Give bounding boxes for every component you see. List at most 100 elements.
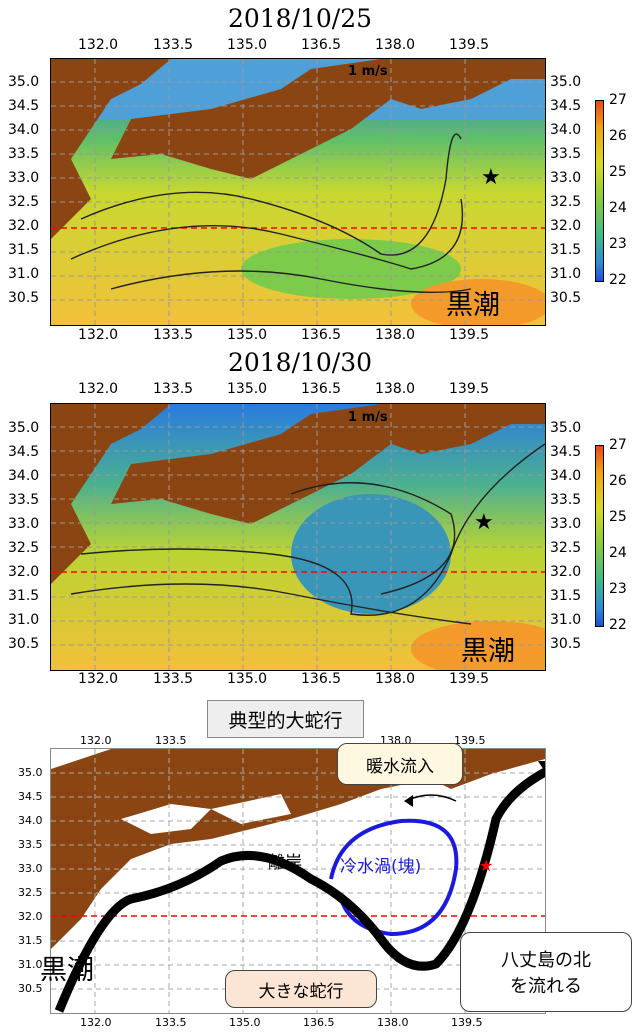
lat-tick: 32.5	[550, 540, 582, 556]
lon-tick: 136.5	[301, 37, 342, 53]
lat-tick: 33.0	[8, 170, 40, 186]
lon-tick: 132.0	[78, 671, 119, 687]
lat-tick: 33.5	[8, 492, 40, 508]
lon-tick: 138.0	[375, 327, 416, 343]
hachijo-callout: 八丈島の北 を流れる	[460, 932, 632, 1012]
lat-tick: 33.5	[550, 492, 582, 508]
cb-tick: 24	[609, 545, 627, 561]
lat-tick: 33.0	[550, 516, 582, 532]
lat-tick: 32.5	[550, 194, 582, 210]
lon-tick: 138.0	[375, 37, 416, 53]
lat-tick: 31.5	[550, 242, 582, 258]
warm-inflow-callout: 暖水流入	[337, 743, 463, 785]
lat-tick: 32.0	[550, 564, 582, 580]
schematic-title: 典型的大蛇行	[207, 700, 364, 738]
lat-tick: 34.0	[8, 468, 40, 484]
lat-tick: 31.5	[550, 588, 582, 604]
lat-tick: 34.5	[550, 444, 582, 460]
lat-tick: 31.0	[550, 266, 582, 282]
lat-tick: 34.0	[550, 468, 582, 484]
panel1-map: ★ 黒潮	[50, 58, 546, 326]
lat-tick: 32.0	[8, 218, 40, 234]
cb-tick: 25	[609, 164, 627, 180]
panel1-scale: 1 m/s	[348, 64, 388, 79]
lat-tick: 33.0	[550, 170, 582, 186]
lon-tick: 139.5	[454, 734, 486, 747]
lon-tick: 132.0	[80, 1016, 112, 1029]
lat-tick: 33.0	[8, 516, 40, 532]
panel2-scale: 1 m/s	[348, 410, 388, 425]
lon-tick: 132.0	[78, 37, 119, 53]
lon-tick: 139.5	[449, 381, 490, 397]
lat-tick: 33.5	[550, 146, 582, 162]
lon-tick: 132.0	[78, 327, 119, 343]
lat-tick: 35.0	[8, 74, 40, 90]
lat-tick: 33.0	[18, 862, 43, 875]
lon-tick: 135.0	[227, 381, 268, 397]
cold-eddy-label: 冷水渦(塊)	[340, 857, 422, 877]
svg-text:★: ★	[481, 165, 501, 190]
lon-tick: 139.5	[449, 37, 490, 53]
large-meander-callout: 大きな蛇行	[225, 970, 377, 1008]
lon-tick: 136.5	[301, 327, 342, 343]
lat-tick: 32.5	[8, 540, 40, 556]
lat-tick: 32.0	[550, 218, 582, 234]
lon-tick: 138.0	[375, 381, 416, 397]
cb-tick: 27	[609, 437, 627, 453]
lat-tick: 34.0	[8, 122, 40, 138]
lon-tick: 133.5	[153, 671, 194, 687]
cb-tick: 23	[609, 236, 627, 252]
cb-tick: 25	[609, 509, 627, 525]
lat-tick: 32.0	[18, 910, 43, 923]
panel1-date: 2018/10/25	[227, 4, 373, 33]
lon-tick: 135.0	[227, 37, 268, 53]
lon-tick: 133.5	[155, 734, 187, 747]
cb-tick: 27	[609, 92, 627, 108]
svg-text:★: ★	[479, 856, 493, 875]
offshore-label: 離岸	[268, 853, 302, 873]
lat-tick: 34.5	[550, 98, 582, 114]
lon-tick: 135.0	[229, 1016, 261, 1029]
panel2-map: ★ 黒潮	[50, 403, 546, 671]
lon-tick: 133.5	[153, 381, 194, 397]
lat-tick: 35.0	[8, 420, 40, 436]
lon-tick: 135.0	[227, 671, 268, 687]
cb-tick: 22	[609, 272, 627, 288]
lat-tick: 30.5	[18, 982, 43, 995]
lat-tick: 31.0	[8, 612, 40, 628]
lon-tick: 136.5	[303, 1016, 335, 1029]
panel2-kuroshio-label: 黒潮	[461, 636, 515, 667]
cb-tick: 24	[609, 200, 627, 216]
lat-tick: 32.5	[18, 886, 43, 899]
cb-tick: 26	[609, 473, 627, 489]
lat-tick: 30.5	[8, 290, 40, 306]
lat-tick: 30.5	[8, 636, 40, 652]
lat-tick: 31.0	[8, 266, 40, 282]
lat-tick: 31.5	[8, 588, 40, 604]
lat-tick: 34.5	[8, 444, 40, 460]
lat-tick: 31.0	[18, 958, 43, 971]
schematic-map: ★	[50, 748, 546, 1014]
panel1-kuroshio-label: 黒潮	[446, 290, 500, 321]
lat-tick: 33.5	[18, 838, 43, 851]
lat-tick: 33.5	[8, 146, 40, 162]
panel2-colorbar	[595, 445, 604, 627]
lon-tick: 132.0	[78, 381, 119, 397]
lon-tick: 139.5	[451, 1016, 483, 1029]
lat-tick: 34.0	[550, 122, 582, 138]
lon-tick: 139.5	[449, 327, 490, 343]
lat-tick: 32.5	[8, 194, 40, 210]
lon-tick: 138.0	[377, 1016, 409, 1029]
lat-tick: 35.0	[18, 766, 43, 779]
cb-tick: 22	[609, 617, 627, 633]
lon-tick: 133.5	[153, 327, 194, 343]
svg-text:★: ★	[474, 510, 494, 535]
panel2-date: 2018/10/30	[227, 348, 373, 377]
schematic-kuroshio-label: 黒潮	[40, 955, 94, 986]
lon-tick: 136.5	[301, 671, 342, 687]
panel1-colorbar	[595, 100, 604, 282]
lon-tick: 136.5	[301, 381, 342, 397]
lat-tick: 34.5	[8, 98, 40, 114]
lat-tick: 31.5	[18, 934, 43, 947]
lat-tick: 32.0	[8, 564, 40, 580]
